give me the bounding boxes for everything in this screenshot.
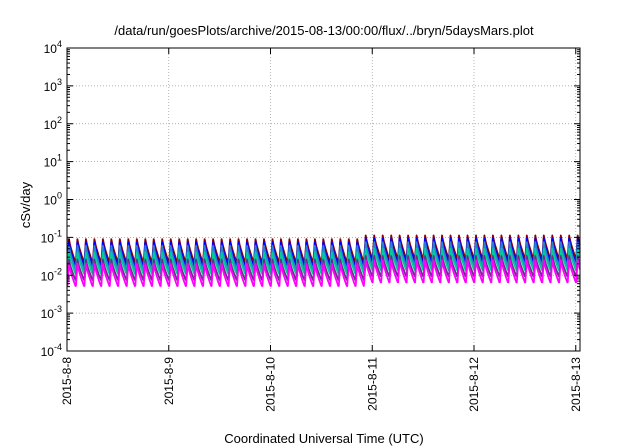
y-tick-label: 104 bbox=[44, 39, 62, 56]
y-tick-label: 10-2 bbox=[41, 266, 62, 283]
x-tick-label: 2015-8-13 bbox=[569, 357, 583, 412]
y-tick-label: 103 bbox=[44, 77, 62, 94]
plot-frame bbox=[66, 47, 581, 352]
y-tick-label: 101 bbox=[44, 153, 62, 170]
y-axis-label: cSv/day bbox=[18, 181, 33, 228]
series-line-6 bbox=[66, 259, 581, 287]
chart-title: /data/run/goesPlots/archive/2015-08-13/0… bbox=[114, 23, 534, 38]
x-tick-label: 2015-8-12 bbox=[467, 357, 481, 412]
grid bbox=[67, 48, 580, 351]
y-tick-label: 102 bbox=[44, 115, 62, 132]
series-group bbox=[66, 234, 581, 287]
x-axis-label: Coordinated Universal Time (UTC) bbox=[224, 431, 423, 446]
y-tick-label: 10-1 bbox=[41, 228, 62, 245]
x-tick-label: 2015-8-10 bbox=[264, 357, 278, 412]
y-tick-label: 100 bbox=[44, 191, 62, 208]
x-tick-label: 2015-8-9 bbox=[162, 357, 176, 405]
x-ticks: 2015-8-8 2015-8-9 2015-8-10 2015-8-11 2015-8… bbox=[60, 48, 583, 412]
x-tick-label: 2015-8-11 bbox=[365, 357, 379, 411]
x-tick-label: 2015-8-8 bbox=[60, 357, 74, 405]
y-ticks: 10-4 10-3 10-2 10-1 100 101 102 103 104 bbox=[41, 39, 580, 359]
y-tick-label: 10-4 bbox=[41, 342, 62, 359]
y-tick-label: 10-3 bbox=[41, 304, 62, 321]
